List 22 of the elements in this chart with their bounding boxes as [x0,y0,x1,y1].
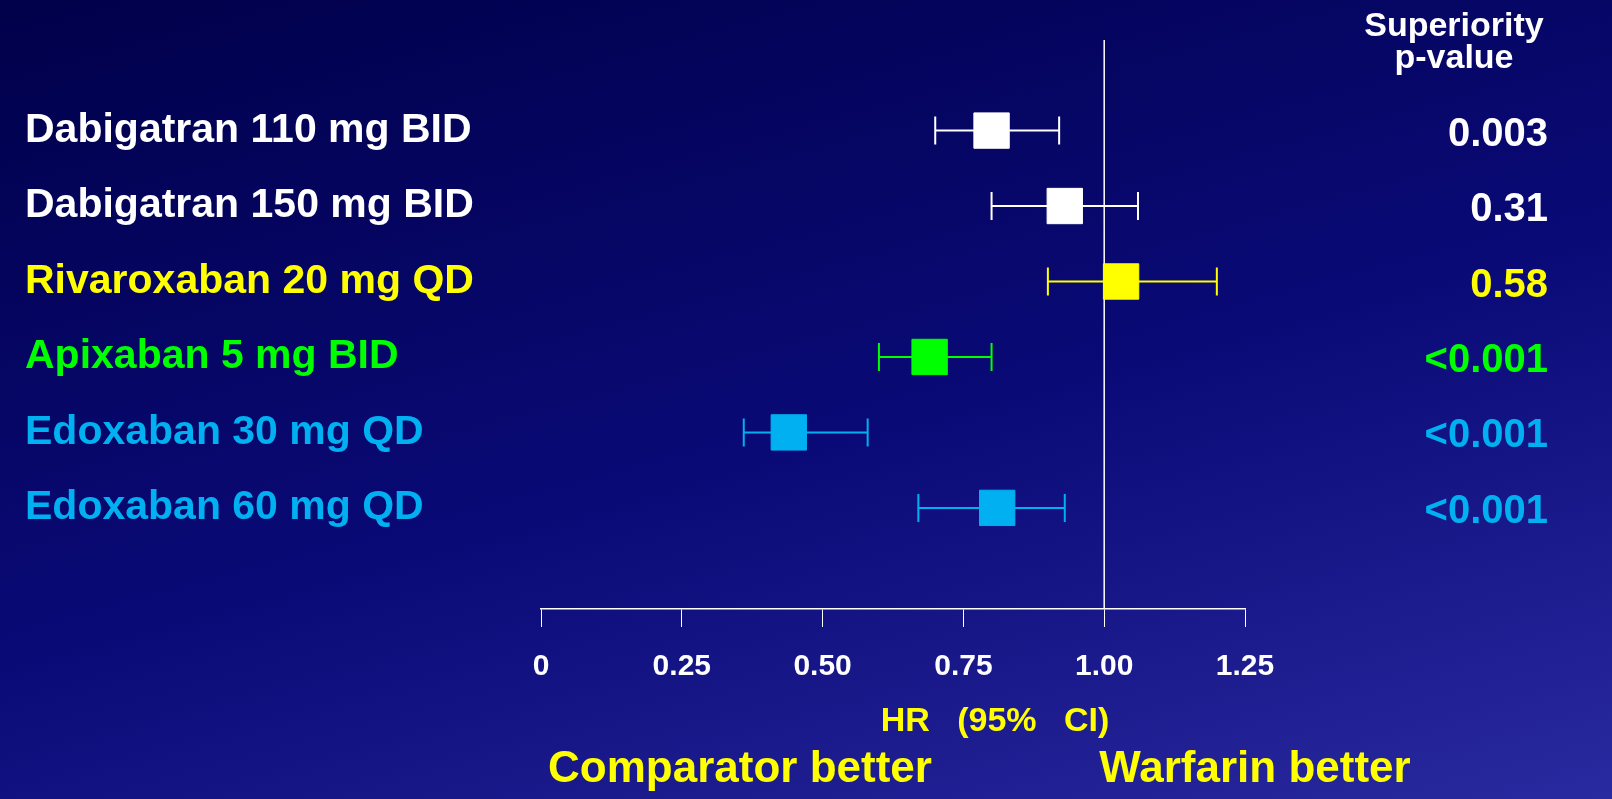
y-tick-label: Dabigatran 110 mg BID [25,104,472,151]
x-tick-label: 0 [532,648,550,682]
text: <0.001 [1424,486,1548,531]
x-tick-label: 0.75 [934,648,993,682]
text: <0.001 [1424,335,1548,380]
y-tick-label: Apixaban 5 mg BID [25,331,399,378]
x-tick-label: 1.00 [1075,648,1134,682]
y-tick-label: Dabigatran 150 mg BID [25,180,474,227]
text: Warfarin better [1099,742,1411,792]
text: <0.001 [1424,411,1548,456]
text: 0.31 [1470,185,1548,230]
text: Superiority p-value [1363,5,1545,75]
y-tick-label: Edoxaban 60 mg QD [25,482,424,529]
x-axis-title: HR (95% CI) [880,700,1110,739]
text: 0.003 [1447,109,1548,154]
x-tick-label: 0.50 [793,648,852,682]
x-tick-label: 1.25 [1215,648,1275,682]
text: Comparator better [548,742,932,792]
y-tick-label: Rivaroxaban 20 mg QD [25,255,474,302]
x-tick-label: 0.25 [652,648,711,682]
y-tick-label: Edoxaban 30 mg QD [25,406,424,453]
text: 0.58 [1470,260,1548,305]
